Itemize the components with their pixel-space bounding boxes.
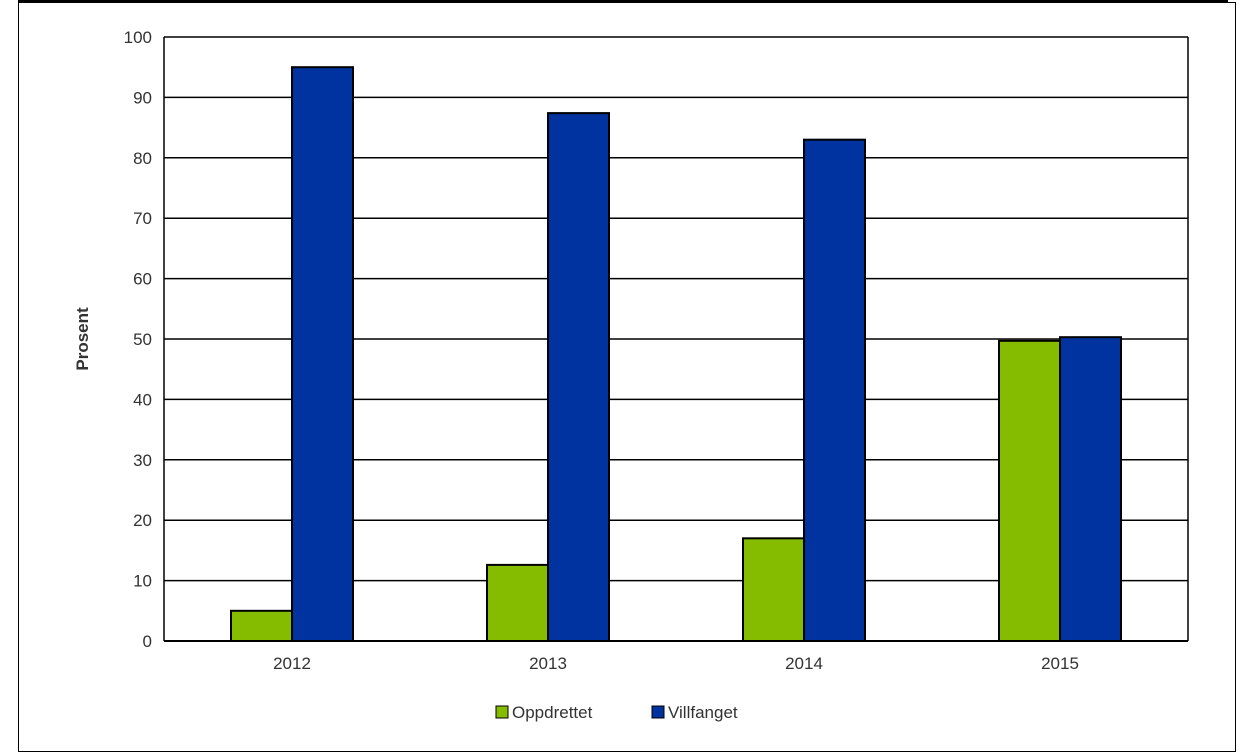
top-caption-rule [18,0,1228,2]
y-tick-label: 10 [133,572,152,591]
bar-oppdrettet-2012 [230,609,293,642]
y-tick-label: 20 [133,511,152,530]
bar-villfanget-2014 [803,138,866,642]
bar-oppdrettet-2013 [486,563,549,642]
x-tick-labels: 2012 2013 2014 2015 [273,654,1079,673]
bar-villfanget-2013 [547,112,610,642]
x-tick-label: 2014 [785,654,823,673]
bar-villfanget-2015 [1059,336,1122,642]
y-tick-label: 0 [143,632,152,651]
bar-oppdrettet-2014 [742,537,805,643]
y-tick-label: 90 [133,88,152,107]
legend-swatch-oppdrettet [495,705,509,719]
legend-swatch-villfanget [651,705,665,719]
legend: Oppdrettet Villfanget [495,703,738,722]
y-tick-label: 60 [133,270,152,289]
y-tick-label: 80 [133,149,152,168]
bar-oppdrettet-2015 [998,339,1061,642]
y-tick-label: 70 [133,209,152,228]
y-tick-label: 30 [133,451,152,470]
legend-label-villfanget: Villfanget [668,703,738,722]
x-tick-label: 2013 [529,654,567,673]
y-tick-label: 50 [133,330,152,349]
y-axis-label: Prosent [73,307,92,371]
axes [163,37,1189,642]
y-tick-label: 100 [124,28,152,47]
x-tick-label: 2012 [273,654,311,673]
y-tick-labels: 0 10 20 30 40 50 60 70 80 90 100 [124,28,152,651]
bar-villfanget-2012 [291,66,354,642]
y-tick-label: 40 [133,390,152,409]
x-tick-label: 2015 [1041,654,1079,673]
legend-label-oppdrettet: Oppdrettet [512,703,593,722]
